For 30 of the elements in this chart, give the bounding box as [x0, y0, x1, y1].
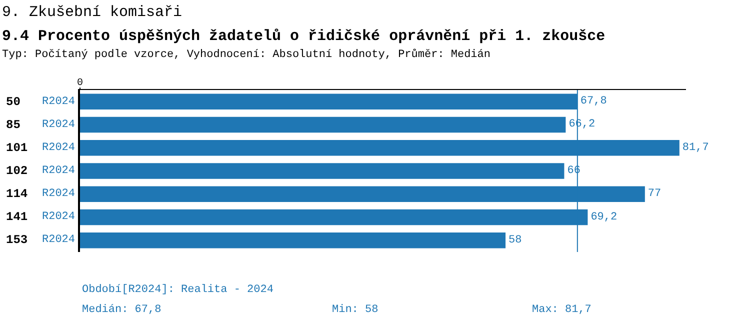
y-tick-label: 141 [6, 210, 28, 224]
chart-title: 9. Zkušební komisaři [2, 4, 182, 21]
bar [80, 163, 564, 179]
data-label: 58 [508, 234, 522, 246]
text: Období[R2024]: Realita - 2024 [82, 284, 274, 296]
text: Max: 81,7 [532, 304, 592, 316]
y-tick-label: 50 [6, 95, 20, 109]
text: R2024 [42, 188, 76, 200]
y-tick-label: 85 [6, 118, 20, 132]
text: Min: 58 [332, 304, 378, 316]
y-tick-label: 114 [6, 187, 28, 201]
data-label: 67,8 [580, 96, 607, 108]
data-label: 69,2 [590, 211, 618, 224]
y-tick-label: 101 [6, 141, 28, 155]
chart-subtitle: 9.4 Procento úspěšných žadatelů o řidičské oprávnění při 1. zkoušce [2, 28, 606, 45]
text: Typ: Počítaný podle vzorce, Vyhodnocení: Absolutní hodnoty, Průměr: Medián [2, 48, 490, 61]
data-label: 81,7 [682, 142, 709, 154]
y-tick-label: 153 [6, 233, 28, 247]
text: 0 [77, 78, 84, 89]
text: R2024 [42, 119, 76, 131]
text: R2024 [42, 165, 76, 177]
text: R2024 [42, 142, 76, 154]
bar [80, 232, 506, 248]
bar [80, 116, 566, 133]
y-tick-label: 102 [6, 164, 28, 178]
data-label: 77 [648, 188, 662, 200]
text: Medián: 67,8 [82, 304, 162, 316]
text: R2024 [42, 211, 76, 223]
text: R2024 [42, 234, 76, 246]
series-label: R2024 [42, 96, 76, 108]
